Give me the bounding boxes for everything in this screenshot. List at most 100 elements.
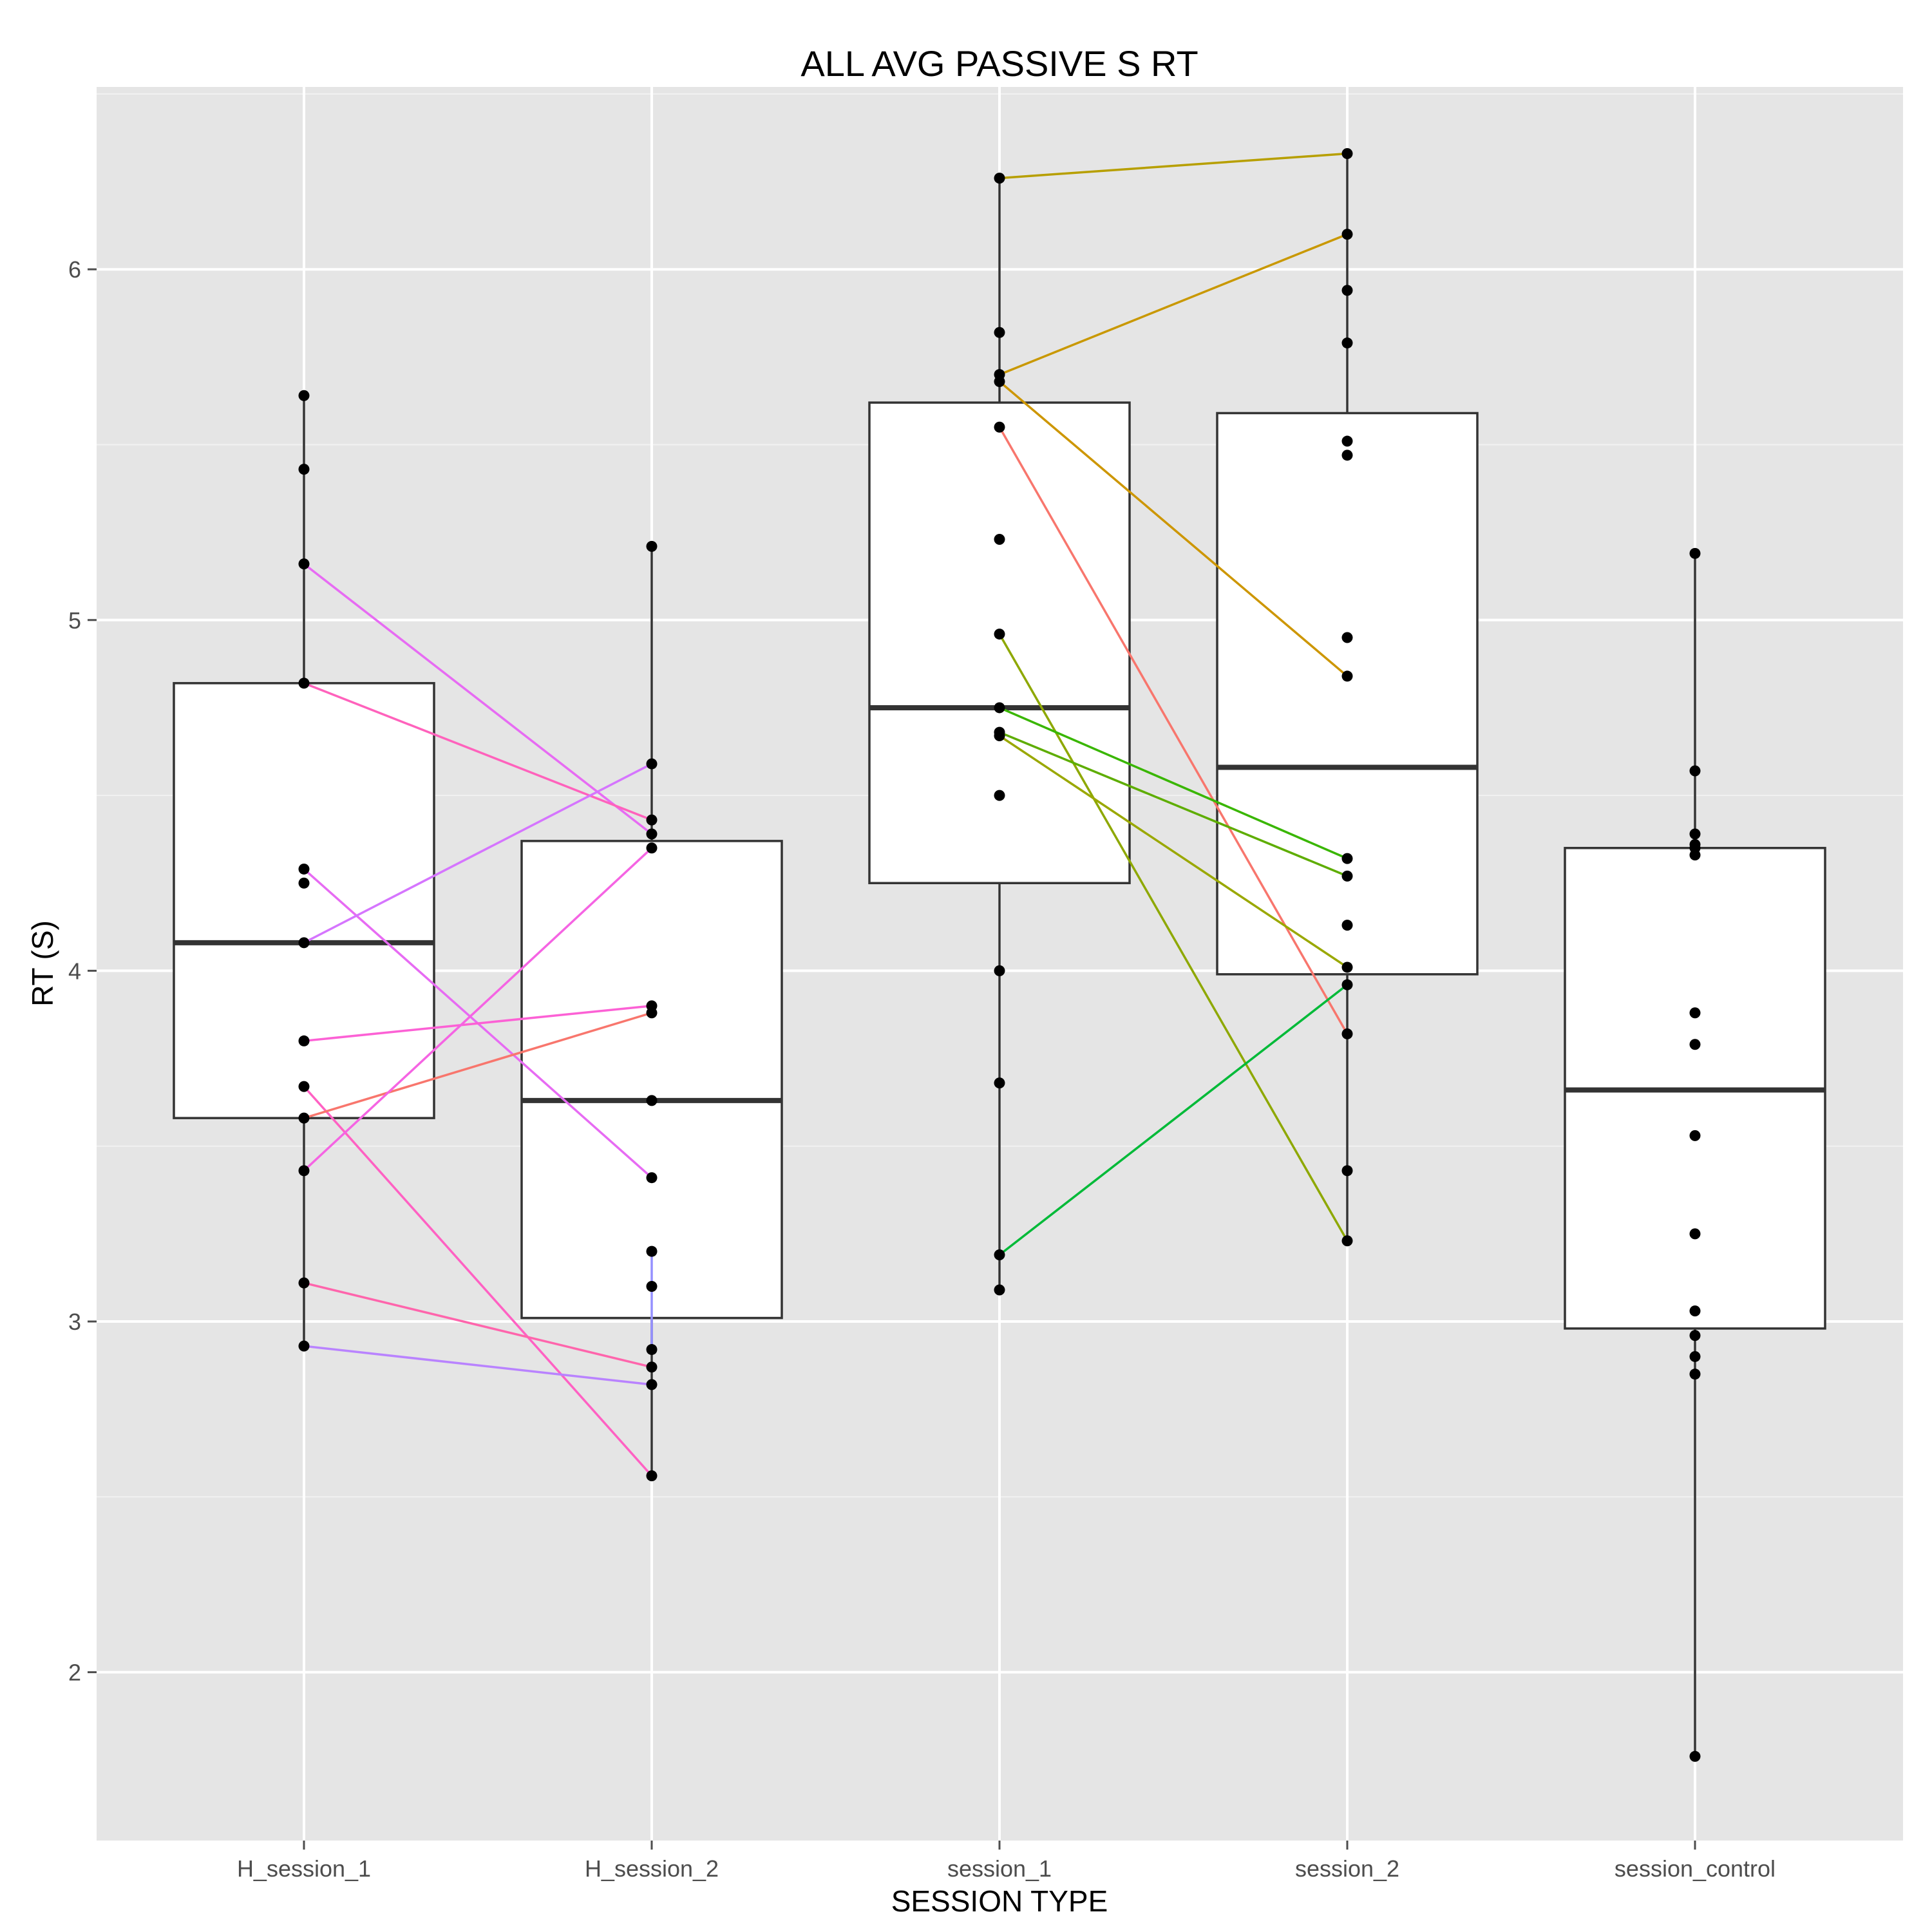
y-tick-label: 2	[68, 1660, 81, 1686]
data-point	[1341, 229, 1353, 240]
data-point	[1341, 870, 1353, 882]
data-point	[298, 464, 310, 475]
box	[868, 401, 1131, 884]
data-point	[298, 1277, 310, 1289]
data-point	[1341, 435, 1353, 447]
data-point	[1689, 849, 1701, 861]
pair-line	[999, 731, 1348, 877]
y-tick-label: 3	[68, 1309, 81, 1335]
data-point	[646, 828, 658, 840]
data-point	[646, 1007, 658, 1019]
data-point	[646, 1361, 658, 1373]
x-tick-label: H_session_2	[585, 1855, 719, 1882]
data-point	[1689, 1039, 1701, 1050]
pair-line	[303, 563, 653, 835]
data-point	[646, 758, 658, 770]
data-point	[646, 1095, 658, 1106]
data-point	[298, 937, 310, 949]
data-point	[646, 1245, 658, 1257]
data-point	[1689, 1007, 1701, 1019]
x-tick-label: session_control	[1615, 1855, 1776, 1882]
pair-line	[303, 762, 652, 944]
x-tick-label: H_session_1	[237, 1855, 371, 1882]
data-point	[994, 1284, 1005, 1296]
pair-line	[303, 1282, 652, 1368]
pair-line	[999, 233, 1348, 376]
data-point	[1341, 961, 1353, 973]
data-point	[298, 1035, 310, 1046]
data-point	[1341, 285, 1353, 296]
data-point	[646, 1172, 658, 1184]
pair-line	[999, 152, 1348, 180]
data-point	[994, 965, 1005, 976]
box	[173, 682, 435, 1119]
x-tick-label: session_2	[1295, 1855, 1399, 1882]
pair-line	[999, 706, 1348, 860]
data-point	[646, 1379, 658, 1390]
data-point	[1341, 147, 1353, 159]
data-point	[994, 1249, 1005, 1261]
data-point	[646, 842, 658, 854]
data-point	[646, 540, 658, 552]
data-point	[994, 173, 1005, 184]
box	[1216, 412, 1479, 976]
data-points	[298, 147, 1701, 1762]
data-point	[994, 1077, 1005, 1089]
data-point	[1341, 670, 1353, 682]
data-point	[646, 1470, 658, 1482]
data-point	[298, 677, 310, 689]
data-point	[298, 1340, 310, 1352]
data-point	[1341, 979, 1353, 990]
data-point	[994, 421, 1005, 433]
data-point	[994, 375, 1005, 387]
pair-line	[303, 1345, 652, 1386]
data-point	[1689, 1368, 1701, 1380]
data-point	[994, 702, 1005, 714]
data-point	[298, 863, 310, 875]
data-point	[298, 558, 310, 570]
data-point	[1341, 1028, 1353, 1039]
x-tick-label: session_1	[947, 1855, 1052, 1882]
data-point	[1341, 337, 1353, 349]
data-point	[298, 1081, 310, 1092]
data-point	[994, 534, 1005, 545]
data-point	[994, 629, 1005, 640]
pair-line	[998, 381, 1349, 677]
pair-line	[303, 1085, 653, 1477]
data-point	[994, 730, 1005, 742]
data-point	[1689, 1130, 1701, 1141]
pair-line	[303, 1005, 652, 1043]
data-point	[1689, 1228, 1701, 1240]
data-point	[1341, 853, 1353, 864]
pair-line	[303, 682, 652, 821]
data-point	[298, 1165, 310, 1177]
chart-title: ALL AVG PASSIVE S RT	[800, 43, 1198, 84]
data-point	[1689, 765, 1701, 777]
data-point	[646, 1281, 658, 1293]
y-tick-label: 4	[68, 958, 81, 984]
pair-line	[998, 426, 1349, 1035]
data-point	[298, 877, 310, 889]
data-point	[1341, 450, 1353, 461]
data-point	[646, 1344, 658, 1356]
data-point	[994, 790, 1005, 801]
data-point	[1689, 547, 1701, 559]
y-axis-title: RT (S)	[26, 920, 59, 1007]
data-point	[298, 1112, 310, 1124]
pair-line	[998, 633, 1349, 1242]
y-tick-label: 5	[68, 607, 81, 634]
pair-line	[998, 983, 1349, 1256]
pair-line	[303, 847, 653, 1172]
data-point	[646, 814, 658, 826]
data-point	[1689, 1305, 1701, 1317]
box	[520, 840, 783, 1320]
data-point	[1689, 1750, 1701, 1762]
data-point	[1341, 632, 1353, 643]
x-axis-ticks: H_session_1 H_session_2 session_1 session_2…	[237, 1841, 1776, 1882]
y-axis-ticks: 2 3 4 5 6	[68, 256, 97, 1686]
data-point	[994, 327, 1005, 338]
data-point	[1341, 920, 1353, 931]
x-axis-title: SESSION TYPE	[891, 1884, 1108, 1918]
data-point	[1689, 828, 1701, 840]
